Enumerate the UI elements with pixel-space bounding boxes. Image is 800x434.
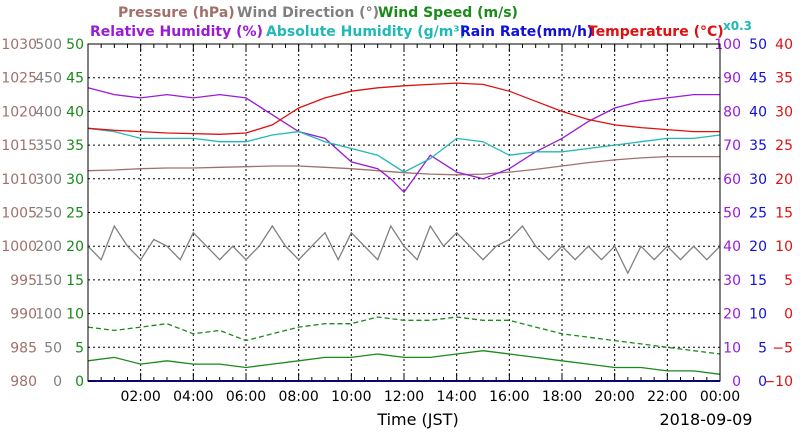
x-tick-label: 02:00 bbox=[120, 389, 160, 405]
y-tick-temperature: 10 bbox=[775, 239, 793, 255]
y-tick-rain-rate: 40 bbox=[749, 104, 767, 120]
y-tick-temperature: 20 bbox=[775, 172, 793, 188]
y-tick-temperature: 15 bbox=[775, 206, 793, 222]
x-tick-label: 14:00 bbox=[436, 389, 476, 405]
y-tick-pressure: 985 bbox=[10, 340, 37, 356]
y-tick-relative-humidity: 10 bbox=[723, 340, 741, 356]
series-layer bbox=[87, 82, 721, 382]
x-axis-label: Time (JST) bbox=[376, 410, 458, 429]
y-tick-pressure: 980 bbox=[10, 374, 37, 390]
date-label: 2018-09-09 bbox=[660, 410, 753, 429]
y-tick-relative-humidity: 40 bbox=[723, 239, 741, 255]
y-tick-wind-speed: 5 bbox=[75, 340, 84, 356]
y-tick-relative-humidity: 50 bbox=[723, 206, 741, 222]
y-tick-wind-speed: 50 bbox=[66, 37, 84, 53]
y-tick-wind-direction: 400 bbox=[35, 104, 62, 120]
y-tick-rain-rate: 20 bbox=[749, 239, 767, 255]
y-tick-wind-direction: 350 bbox=[35, 138, 62, 154]
y-tick-wind-speed: 15 bbox=[66, 273, 84, 289]
y-tick-temperature: −5 bbox=[772, 340, 793, 356]
y-tick-relative-humidity: 20 bbox=[723, 307, 741, 323]
x-tick-label: 12:00 bbox=[384, 389, 424, 405]
x-tick-label: 06:00 bbox=[226, 389, 266, 405]
legend-scale-note: x0.3 bbox=[723, 19, 752, 33]
legend-absolute-humidity: Absolute Humidity (g/m³) bbox=[266, 24, 466, 40]
series-absolute-humidity-g-m bbox=[87, 127, 721, 173]
x-tick-label: 08:00 bbox=[278, 389, 318, 405]
y-tick-wind-direction: 50 bbox=[44, 340, 62, 356]
y-tick-relative-humidity: 30 bbox=[723, 273, 741, 289]
y-tick-wind-direction: 300 bbox=[35, 172, 62, 188]
legend-relative-humidity: Relative Humidity (%) bbox=[90, 24, 263, 40]
legend-wind-direction: Wind Direction (°) bbox=[237, 5, 379, 21]
y-tick-temperature: 0 bbox=[784, 307, 793, 323]
y-tick-relative-humidity: 60 bbox=[723, 172, 741, 188]
y-tick-pressure: 995 bbox=[10, 273, 37, 289]
y-tick-relative-humidity: 80 bbox=[723, 104, 741, 120]
y-tick-rain-rate: 0 bbox=[758, 374, 767, 390]
plot-frame bbox=[87, 43, 721, 382]
y-tick-rain-rate: 50 bbox=[749, 37, 767, 53]
y-tick-temperature: 5 bbox=[784, 273, 793, 289]
x-tick-label: 00:00 bbox=[700, 389, 740, 405]
y-tick-temperature: −10 bbox=[763, 374, 793, 390]
y-tick-rain-rate: 30 bbox=[749, 172, 767, 188]
y-tick-relative-humidity: 100 bbox=[714, 37, 741, 53]
x-tick-label: 04:00 bbox=[173, 389, 213, 405]
y-tick-temperature: 30 bbox=[775, 104, 793, 120]
series-wind-speed-gust-m-s bbox=[87, 316, 721, 355]
legend-wind-speed: Wind Speed (m/s) bbox=[378, 5, 518, 21]
legend-temperature: Temperature (°C) bbox=[588, 24, 724, 40]
x-tick-label: 22:00 bbox=[647, 389, 687, 405]
legend-rain-rate: Rain Rate(mm/h) bbox=[460, 24, 593, 40]
y-tick-rain-rate: 15 bbox=[749, 273, 767, 289]
y-tick-rain-rate: 5 bbox=[758, 340, 767, 356]
y-tick-wind-speed: 25 bbox=[66, 206, 84, 222]
y-tick-wind-speed: 10 bbox=[66, 307, 84, 323]
series-wind-speed-m-s bbox=[87, 350, 721, 375]
y-tick-wind-speed: 35 bbox=[66, 138, 84, 154]
y-tick-pressure: 1025 bbox=[1, 71, 37, 87]
x-tick-label: 20:00 bbox=[594, 389, 634, 405]
y-tick-wind-speed: 20 bbox=[66, 239, 84, 255]
y-tick-wind-direction: 200 bbox=[35, 239, 62, 255]
y-tick-rain-rate: 45 bbox=[749, 71, 767, 87]
y-tick-rain-rate: 25 bbox=[749, 206, 767, 222]
y-tick-pressure: 1010 bbox=[1, 172, 37, 188]
y-tick-wind-speed: 40 bbox=[66, 104, 84, 120]
y-tick-wind-speed: 45 bbox=[66, 71, 84, 87]
x-tick-label: 10:00 bbox=[331, 389, 371, 405]
y-tick-wind-direction: 250 bbox=[35, 206, 62, 222]
y-tick-pressure: 1000 bbox=[1, 239, 37, 255]
y-tick-wind-direction: 450 bbox=[35, 71, 62, 87]
y-tick-relative-humidity: 70 bbox=[723, 138, 741, 154]
y-tick-pressure: 1020 bbox=[1, 104, 37, 120]
y-tick-relative-humidity: 90 bbox=[723, 71, 741, 87]
legend-pressure: Pressure (hPa) bbox=[118, 5, 235, 21]
y-tick-relative-humidity: 0 bbox=[732, 374, 741, 390]
series-wind-direction bbox=[87, 224, 721, 275]
series-temperature-c bbox=[87, 82, 720, 135]
y-tick-temperature: 35 bbox=[775, 71, 793, 87]
y-tick-wind-direction: 500 bbox=[35, 37, 62, 53]
y-tick-pressure: 1015 bbox=[1, 138, 37, 154]
y-tick-rain-rate: 10 bbox=[749, 307, 767, 323]
axis-layer: 1030102510201015101010051000995990985980… bbox=[1, 37, 793, 405]
y-tick-pressure: 990 bbox=[10, 307, 37, 323]
series-relative-humidity bbox=[87, 87, 720, 194]
y-tick-wind-speed: 30 bbox=[66, 172, 84, 188]
y-tick-wind-direction: 0 bbox=[53, 374, 62, 390]
y-tick-pressure: 1005 bbox=[1, 206, 37, 222]
y-tick-temperature: 25 bbox=[775, 138, 793, 154]
y-tick-wind-speed: 0 bbox=[75, 374, 84, 390]
y-tick-pressure: 1030 bbox=[1, 37, 37, 53]
x-tick-label: 18:00 bbox=[542, 389, 582, 405]
x-tick-label: 16:00 bbox=[489, 389, 529, 405]
y-tick-temperature: 40 bbox=[775, 37, 793, 53]
y-tick-wind-direction: 100 bbox=[35, 307, 62, 323]
y-tick-wind-direction: 150 bbox=[35, 273, 62, 289]
y-tick-rain-rate: 35 bbox=[749, 138, 767, 154]
